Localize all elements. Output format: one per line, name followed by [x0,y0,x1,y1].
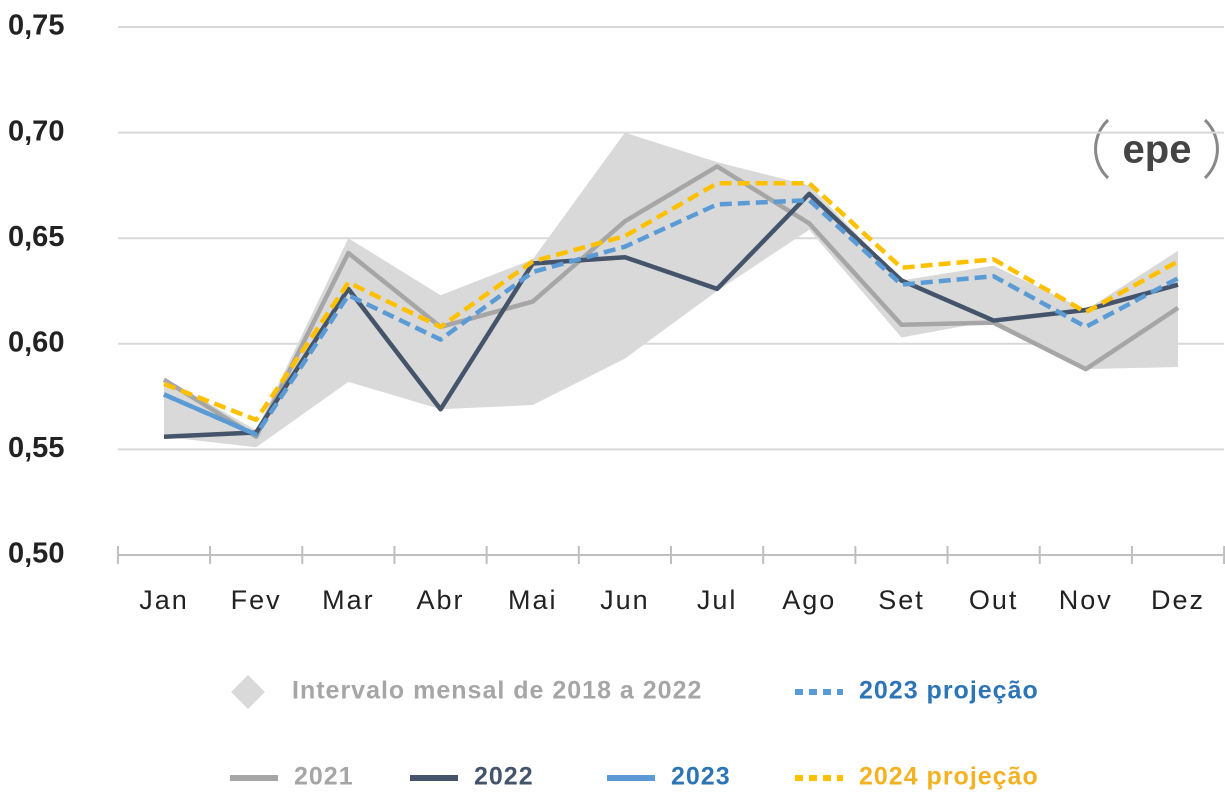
x-tick-label: Abr [417,585,465,615]
range-band [164,132,1178,448]
series-line [163,191,1179,439]
legend-item: 2022 [410,763,534,791]
legend-label: 2021 [294,763,354,791]
series-line [163,197,1180,437]
legend-item: Intervalo mensal de 2018 a 2022 [231,675,702,709]
y-tick-label: 0,60 [8,326,64,358]
x-tick-label: Jun [600,585,650,615]
y-tick-label: 0,65 [8,221,64,253]
x-tick-label: Fev [231,585,282,615]
y-tick-label: 0,55 [8,432,64,464]
legend-key [231,675,265,709]
legend-label: 2024 projeção [859,763,1039,791]
legend-label: Intervalo mensal de 2018 a 2022 [292,677,702,705]
y-tick-label: 0,75 [8,10,64,42]
x-tick-label: Set [878,585,925,615]
x-tick-label: Dez [1151,585,1205,615]
legend-label: 2023 [671,763,731,791]
legend-item: 2021 [230,763,354,791]
logo-arc [1203,118,1219,180]
series-line [162,164,1180,439]
x-tick-label: Mai [508,585,558,615]
x-tick-label: Nov [1059,585,1113,615]
x-tick-label: Jan [139,585,189,615]
x-tick-label: Mar [322,585,375,615]
series-line [163,181,1180,423]
legend-item: 2023 [607,763,731,791]
logo-text: epe [1123,128,1192,172]
legend-label: 2023 projeção [859,677,1039,705]
legend-item: 2023 projeção [795,677,1039,705]
logo-arc [1094,118,1110,180]
x-tick-label: Jul [697,585,738,615]
legend-item: 2024 projeção [795,763,1039,791]
y-tick-label: 0,70 [8,115,64,147]
logo: epe [1094,118,1219,180]
x-tick-label: Out [969,585,1019,615]
y-tick-label: 0,50 [8,538,64,570]
legend-label: 2022 [474,763,534,791]
x-tick-label: Ago [782,585,836,615]
